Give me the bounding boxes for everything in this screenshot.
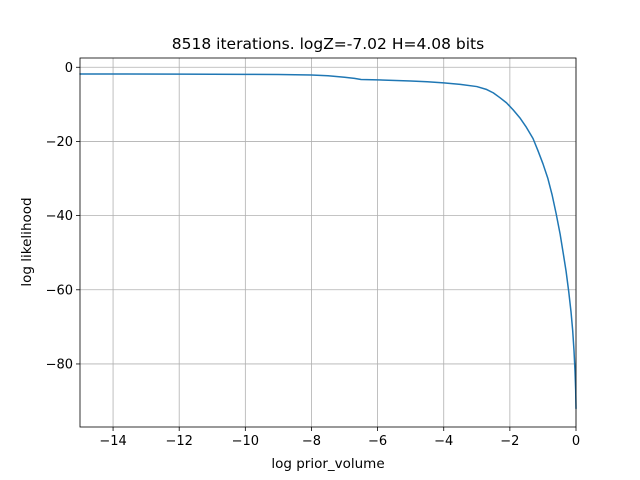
chart-title: 8518 iterations. logZ=-7.02 H=4.08 bits bbox=[172, 35, 484, 53]
y-tick-label: −60 bbox=[46, 283, 73, 298]
x-tick-label: −4 bbox=[434, 434, 453, 449]
y-tick-label: −80 bbox=[46, 357, 73, 372]
x-tick-label: −2 bbox=[500, 434, 519, 449]
y-axis-label: log likelihood bbox=[19, 197, 35, 286]
y-tick-label: −20 bbox=[46, 135, 73, 150]
x-tick-label: 0 bbox=[572, 434, 580, 449]
plot-series bbox=[79, 73, 577, 410]
grid bbox=[80, 58, 577, 427]
y-tick-label: −40 bbox=[46, 209, 73, 224]
likelihood-series-line bbox=[79, 73, 577, 410]
x-tick-label: −8 bbox=[302, 434, 321, 449]
plot-frame bbox=[79, 57, 577, 428]
x-tick-label: −6 bbox=[368, 434, 387, 449]
x-tick-label: −12 bbox=[165, 434, 192, 449]
x-tick-label: −10 bbox=[232, 434, 259, 449]
x-axis-label: log prior_volume bbox=[271, 456, 384, 472]
x-tick-label: −14 bbox=[99, 434, 126, 449]
axis-ticks: −14 −12 −10 −8 −6 −4 −2 00−20−40−60−80 bbox=[46, 61, 581, 449]
y-tick-label: 0 bbox=[65, 61, 73, 76]
